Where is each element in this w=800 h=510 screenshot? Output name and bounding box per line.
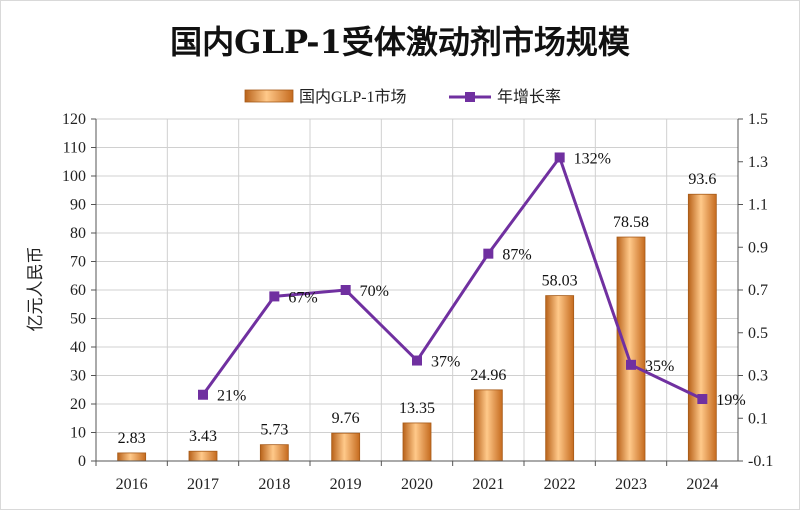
bar-value-label: 3.43 (189, 428, 217, 445)
bar (545, 295, 575, 462)
bar (117, 452, 147, 462)
bar (188, 450, 218, 462)
gridlines (95, 118, 739, 462)
x-tick-label: 2024 (686, 476, 718, 493)
y-right-tick-label: -0.1 (748, 453, 773, 470)
x-tick-label: 2017 (187, 476, 219, 493)
growth-rate-point (483, 248, 494, 259)
x-tick-label: 2020 (401, 476, 433, 493)
growth-rate-point (412, 355, 422, 366)
bar-value-label: 58.03 (542, 273, 578, 290)
y-left-tick-label: 90 (70, 197, 86, 214)
chart-title: 国内GLP-1受体激动剂市场规模 (170, 23, 630, 61)
growth-rate-point (198, 389, 208, 400)
y-right-tick-label: 0.1 (748, 410, 768, 427)
y-left-tick-label: 20 (70, 396, 86, 413)
y-right-tick-label: 0.7 (748, 282, 768, 299)
legend-line-marker (465, 92, 475, 102)
growth-rate-label: 21% (217, 388, 246, 405)
x-tick-label: 2021 (472, 476, 504, 493)
growth-rate-point (697, 394, 708, 405)
data-labels: 2.83 3.43 5.73 9.76 13.35 24.96 58.03 78.58 93.6… (118, 150, 746, 446)
line-series (198, 152, 708, 405)
bar (402, 422, 432, 462)
legend-bar-swatch (244, 89, 294, 103)
y-left-tick-label: 50 (70, 311, 86, 328)
growth-rate-label: 132% (574, 150, 611, 167)
legend: 国内GLP-1市场 年增长率 (244, 88, 561, 106)
y-left-tick-label: 60 (70, 282, 86, 299)
y-left-tick-label: 70 (70, 254, 86, 271)
bar-series (117, 193, 717, 462)
y-left-tick-label: 10 (70, 425, 86, 442)
y-right-tick-label: 1.3 (748, 154, 768, 171)
y-right-tick-label: 0.3 (748, 368, 768, 385)
y-right-tick-label: 0.9 (748, 239, 768, 256)
y-left-tick-label: 110 (63, 140, 86, 157)
bar-value-label: 93.6 (688, 171, 716, 188)
growth-rate-label: 19% (716, 392, 745, 409)
x-tick-label: 2016 (116, 476, 148, 493)
bar (259, 444, 289, 462)
growth-rate-point (269, 291, 280, 302)
growth-rate-point (340, 285, 351, 295)
y-left-tick-label: 80 (70, 225, 86, 242)
bar-value-label: 78.58 (613, 214, 649, 231)
growth-rate-label: 70% (360, 283, 389, 300)
y-left-tick-label: 120 (62, 111, 86, 128)
bar (616, 236, 646, 462)
y-left-tick-label: 0 (78, 453, 86, 470)
growth-rate-label: 37% (431, 354, 460, 371)
y-left-tick-label: 30 (70, 368, 86, 385)
growth-rate-label: 67% (288, 289, 317, 306)
y-right-tick-label: 0.5 (748, 325, 768, 342)
growth-rate-label: 87% (502, 247, 531, 264)
growth-rate-point (554, 152, 565, 163)
x-tick-label: 2018 (258, 476, 290, 493)
bar-value-label: 5.73 (260, 422, 288, 439)
x-tick-label: 2019 (330, 476, 362, 493)
y-left-tick-label: 100 (62, 168, 86, 185)
bar-value-label: 9.76 (332, 410, 360, 427)
growth-rate-label: 35% (645, 358, 674, 375)
legend-bar-label: 国内GLP-1市场 (299, 88, 407, 106)
y-axis-label: 亿元人民币 (26, 247, 46, 332)
bar-value-label: 13.35 (399, 400, 435, 417)
y-left-tick-label: 40 (70, 339, 86, 356)
x-tick-label: 2022 (544, 476, 576, 493)
bar (687, 193, 717, 462)
x-tick-label: 2023 (615, 476, 647, 493)
bar (473, 389, 503, 462)
y-right-tick-label: 1.5 (748, 111, 768, 128)
bar-value-label: 2.83 (118, 430, 146, 447)
bar-value-label: 24.96 (470, 367, 506, 384)
growth-rate-point (626, 359, 636, 370)
axes: 0 10 20 30 40 50 60 70 80 90 100 110 120 -0.1 0.1 0.3 0.… (62, 111, 773, 493)
y-right-tick-label: 1.1 (748, 197, 768, 214)
bar (331, 432, 361, 462)
legend-line-label: 年增长率 (497, 88, 561, 106)
growth-rate-line (201, 155, 703, 401)
